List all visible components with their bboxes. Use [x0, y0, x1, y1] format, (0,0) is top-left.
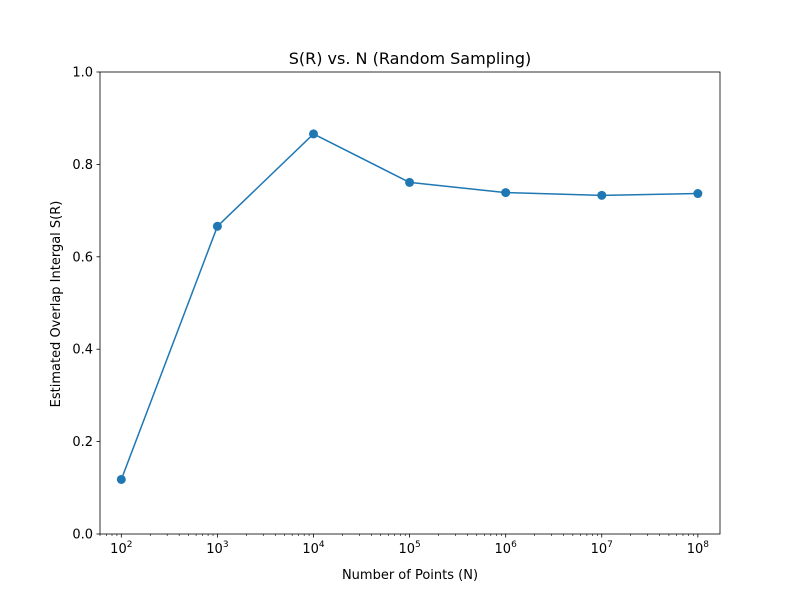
y-tick-label: 0.8 — [72, 158, 93, 173]
y-tick-label: 0.4 — [72, 343, 93, 358]
chart-title: S(R) vs. N (Random Sampling) — [289, 49, 532, 68]
x-tick-label: 104 — [302, 540, 325, 557]
x-tick-label: 108 — [687, 540, 710, 557]
x-tick-label: 107 — [591, 540, 613, 557]
y-axis-label: Estimated Overlap Intergal S(R) — [49, 201, 64, 408]
data-point — [501, 188, 511, 198]
data-point — [116, 474, 126, 484]
y-tick-label: 0.0 — [72, 528, 93, 543]
plot-area: 102 103 104 105 106 107 108 0.0 0.2 0.4 0.6 0.8 1.0 — [72, 66, 721, 557]
y-tick-label: 0.6 — [72, 250, 93, 265]
data-point — [212, 221, 222, 231]
data-point — [405, 177, 415, 187]
x-tick-label: 106 — [495, 540, 518, 557]
axes-frame — [99, 71, 721, 535]
y-tick-label: 1.0 — [72, 66, 93, 81]
x-tick-label: 102 — [110, 540, 132, 557]
x-tick-label: 103 — [206, 540, 228, 557]
data-point — [308, 129, 318, 139]
x-axis-label: Number of Points (N) — [342, 568, 478, 583]
data-point — [693, 189, 703, 199]
data-point — [597, 190, 607, 200]
x-tick-label: 105 — [398, 540, 420, 557]
y-tick-label: 0.2 — [72, 435, 93, 450]
